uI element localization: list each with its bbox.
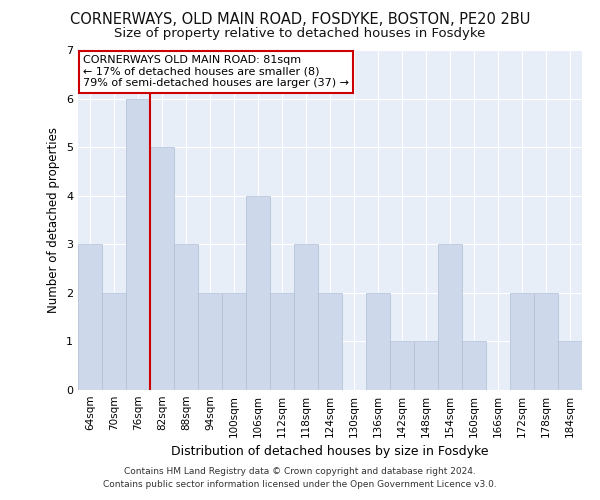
Bar bbox=[126, 98, 150, 390]
Bar bbox=[390, 342, 414, 390]
Text: CORNERWAYS OLD MAIN ROAD: 81sqm
← 17% of detached houses are smaller (8)
79% of : CORNERWAYS OLD MAIN ROAD: 81sqm ← 17% of… bbox=[83, 55, 349, 88]
Text: Size of property relative to detached houses in Fosdyke: Size of property relative to detached ho… bbox=[115, 28, 485, 40]
Bar bbox=[294, 244, 318, 390]
Bar bbox=[78, 244, 102, 390]
Bar bbox=[414, 342, 438, 390]
Text: CORNERWAYS, OLD MAIN ROAD, FOSDYKE, BOSTON, PE20 2BU: CORNERWAYS, OLD MAIN ROAD, FOSDYKE, BOST… bbox=[70, 12, 530, 28]
Bar bbox=[222, 293, 246, 390]
Text: Contains HM Land Registry data © Crown copyright and database right 2024.
Contai: Contains HM Land Registry data © Crown c… bbox=[103, 468, 497, 489]
Bar bbox=[198, 293, 222, 390]
Bar bbox=[462, 342, 486, 390]
X-axis label: Distribution of detached houses by size in Fosdyke: Distribution of detached houses by size … bbox=[171, 446, 489, 458]
Bar bbox=[246, 196, 270, 390]
Bar bbox=[174, 244, 198, 390]
Bar bbox=[318, 293, 342, 390]
Bar bbox=[558, 342, 582, 390]
Bar bbox=[102, 293, 126, 390]
Bar bbox=[366, 293, 390, 390]
Bar bbox=[510, 293, 534, 390]
Bar bbox=[534, 293, 558, 390]
Bar bbox=[438, 244, 462, 390]
Bar bbox=[270, 293, 294, 390]
Bar bbox=[150, 147, 174, 390]
Y-axis label: Number of detached properties: Number of detached properties bbox=[47, 127, 61, 313]
